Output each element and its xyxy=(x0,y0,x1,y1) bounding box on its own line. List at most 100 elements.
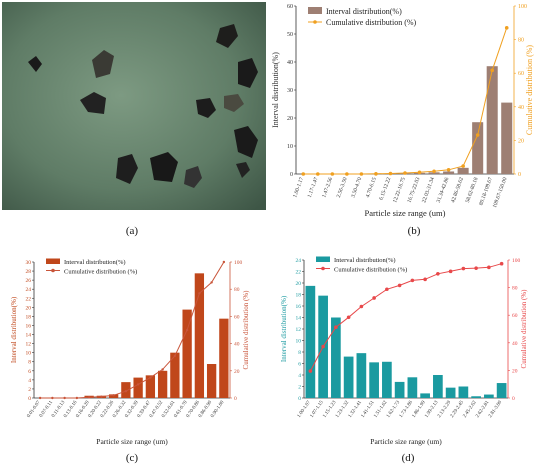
caption-a: (a) xyxy=(125,225,139,237)
left-tick-label: 10 xyxy=(287,144,293,150)
left-tick-label: 0 xyxy=(28,396,31,402)
cumulative-point xyxy=(316,172,320,176)
micrograph-panel xyxy=(2,2,266,210)
x-tick-label: 0.90-1.00 xyxy=(210,400,225,419)
left-tick-label: 24 xyxy=(296,258,302,264)
left-tick-label: 20 xyxy=(26,305,32,311)
right-tick-label: 60 xyxy=(512,313,518,319)
right-tick-label: 0 xyxy=(518,172,521,178)
left-tick-label: 4 xyxy=(298,373,301,379)
y-axis-label: Interval distribution(%) xyxy=(272,52,280,128)
cumulative-point xyxy=(38,396,42,400)
cumulative-point xyxy=(173,354,177,358)
particle xyxy=(238,58,258,88)
bar xyxy=(331,317,341,398)
particle xyxy=(92,50,114,78)
cumulative-point xyxy=(374,172,378,176)
right-tick-label: 40 xyxy=(512,341,518,347)
left-tick-label: 2 xyxy=(298,385,301,391)
cumulative-point xyxy=(359,304,364,309)
legend-swatch-marker xyxy=(51,268,55,273)
left-tick-label: 60 xyxy=(287,4,293,10)
right-tick-label: 20 xyxy=(234,369,240,375)
x-axis-label: Particle size range (um) xyxy=(370,437,442,446)
right-tick-label: 80 xyxy=(512,286,518,292)
right-tick-label: 80 xyxy=(234,287,240,293)
left-tick-label: 2 xyxy=(28,387,31,393)
x-tick-label: 58.62-80.18 xyxy=(465,176,480,203)
bar xyxy=(145,375,156,398)
cumulative-point xyxy=(161,368,164,371)
cumulative-point xyxy=(487,265,491,270)
right-tick-label: 60 xyxy=(234,314,240,320)
bar xyxy=(157,370,168,398)
bar xyxy=(428,172,440,174)
cumulative-point xyxy=(136,383,140,386)
left-tick-label: 22 xyxy=(296,270,302,276)
x-tick-label: 1.00-1.17 xyxy=(292,176,305,198)
y-axis-label: Interval distribution(%) xyxy=(10,296,18,363)
cumulative-point xyxy=(397,283,402,288)
cumulative-point xyxy=(388,171,393,176)
left-tick-label: 16 xyxy=(26,323,32,329)
legend-label-line: Cumulative distribution (%) xyxy=(334,267,407,274)
bar xyxy=(182,309,192,398)
x-tick-label: 1.17-1.47 xyxy=(307,176,320,198)
bar xyxy=(496,383,507,398)
particle-micrograph xyxy=(2,2,266,210)
cumulative-point xyxy=(474,266,478,270)
bar xyxy=(471,396,481,398)
bar xyxy=(407,377,418,398)
right-tick-label: 20 xyxy=(512,368,518,374)
bar xyxy=(458,386,469,398)
cumulative-point xyxy=(385,287,389,292)
chart-d: 0 2 4 6 8 10 12 14 16 18 20 22 24 0 20 40 60 80 100 1.00-1.… xyxy=(270,250,550,450)
legend-label-line: Cumulative distribution (%) xyxy=(64,269,137,276)
particle xyxy=(224,94,244,112)
cumulative-point xyxy=(334,325,338,330)
cumulative-point xyxy=(301,172,306,176)
legend-swatch-bar xyxy=(316,256,330,262)
left-tick-label: 24 xyxy=(26,287,32,293)
y2-axis-label: Cumulative distribution (%) xyxy=(525,45,534,136)
cumulative-point xyxy=(100,395,103,398)
particle xyxy=(150,152,178,182)
cumulative-point xyxy=(51,396,54,400)
left-tick-label: 14 xyxy=(26,333,32,339)
cumulative-point xyxy=(432,169,436,174)
legend-swatch-marker xyxy=(313,20,317,24)
particle xyxy=(184,166,202,188)
cumulative-point xyxy=(87,396,91,399)
right-tick-label: 100 xyxy=(512,258,521,264)
caption-d: (d) xyxy=(401,452,415,464)
cumulative-point xyxy=(321,344,325,349)
cumulative-point xyxy=(75,396,79,400)
legend-label-bar: Interval distribution(%) xyxy=(326,7,402,16)
x-tick-label: 1.47-2.56 xyxy=(321,176,334,198)
caption-c: (c) xyxy=(125,452,139,464)
cumulative-point xyxy=(345,172,349,176)
cumulative-point xyxy=(359,172,364,176)
particle xyxy=(116,154,138,184)
left-tick-label: 18 xyxy=(296,293,302,299)
x-tick-label: 31.34-42.86 xyxy=(436,176,451,203)
bar xyxy=(472,122,484,174)
x-tick-label: 42.86-58.62 xyxy=(450,176,465,203)
right-tick-label: 0 xyxy=(512,396,515,402)
cumulative-point xyxy=(346,315,351,320)
cumulative-point xyxy=(198,292,201,295)
cumulative-point xyxy=(330,172,335,176)
left-tick-label: 20 xyxy=(296,281,302,287)
legend-swatch-marker xyxy=(321,266,325,271)
right-tick-label: 60 xyxy=(518,71,524,77)
chart-d-svg: 0246810121416182022240204060801001.00-1.… xyxy=(280,256,528,446)
bar xyxy=(356,353,367,398)
left-tick-label: 12 xyxy=(26,342,32,348)
right-tick-label: 80 xyxy=(518,38,524,44)
cumulative-point xyxy=(417,170,422,175)
bar xyxy=(486,66,498,174)
bar xyxy=(170,352,180,398)
bar xyxy=(457,167,469,174)
left-tick-label: 6 xyxy=(28,369,31,375)
cumulative-point xyxy=(112,394,115,397)
